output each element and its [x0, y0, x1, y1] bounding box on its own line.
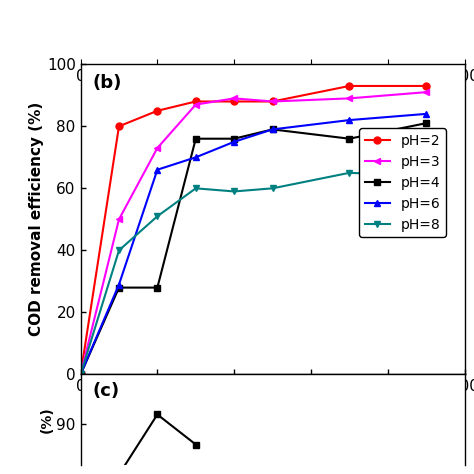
Line: pH=8: pH=8: [77, 169, 429, 378]
pH=3: [116, 217, 122, 222]
pH=2: [270, 99, 275, 104]
pH=4: [155, 285, 160, 291]
pH=2: [231, 99, 237, 104]
pH=2: [346, 83, 352, 89]
Legend: pH=2, pH=3, pH=4, pH=6, pH=8: pH=2, pH=3, pH=4, pH=6, pH=8: [359, 128, 446, 237]
X-axis label: Time (min): Time (min): [222, 85, 323, 103]
Text: (c): (c): [92, 382, 119, 400]
pH=2: [116, 123, 122, 129]
Line: pH=3: pH=3: [77, 89, 429, 378]
pH=8: [270, 185, 275, 191]
pH=3: [270, 99, 275, 104]
pH=8: [116, 247, 122, 253]
pH=2: [193, 99, 199, 104]
pH=6: [116, 282, 122, 287]
pH=8: [155, 213, 160, 219]
Y-axis label: (%): (%): [39, 406, 54, 433]
pH=6: [270, 127, 275, 132]
pH=3: [193, 102, 199, 108]
pH=3: [346, 96, 352, 101]
X-axis label: Time (min): Time (min): [222, 397, 323, 415]
pH=4: [346, 136, 352, 142]
pH=8: [231, 189, 237, 194]
pH=3: [231, 96, 237, 101]
pH=4: [116, 285, 122, 291]
pH=4: [423, 120, 429, 126]
Line: pH=6: pH=6: [77, 110, 429, 378]
Line: pH=4: pH=4: [77, 120, 429, 378]
pH=8: [346, 170, 352, 176]
pH=8: [193, 185, 199, 191]
Line: pH=2: pH=2: [77, 82, 429, 378]
pH=4: [193, 136, 199, 142]
pH=4: [231, 136, 237, 142]
pH=3: [423, 89, 429, 95]
pH=6: [155, 167, 160, 173]
pH=3: [78, 372, 83, 377]
pH=3: [155, 145, 160, 151]
pH=6: [423, 111, 429, 117]
pH=2: [423, 83, 429, 89]
pH=6: [193, 155, 199, 160]
pH=4: [270, 127, 275, 132]
pH=6: [231, 139, 237, 145]
pH=8: [78, 372, 83, 377]
pH=2: [78, 372, 83, 377]
pH=6: [346, 117, 352, 123]
Y-axis label: COD removal efficiency (%): COD removal efficiency (%): [29, 102, 44, 337]
Text: (b): (b): [92, 73, 121, 91]
pH=8: [423, 173, 429, 179]
pH=6: [78, 372, 83, 377]
pH=2: [155, 108, 160, 114]
pH=4: [78, 372, 83, 377]
